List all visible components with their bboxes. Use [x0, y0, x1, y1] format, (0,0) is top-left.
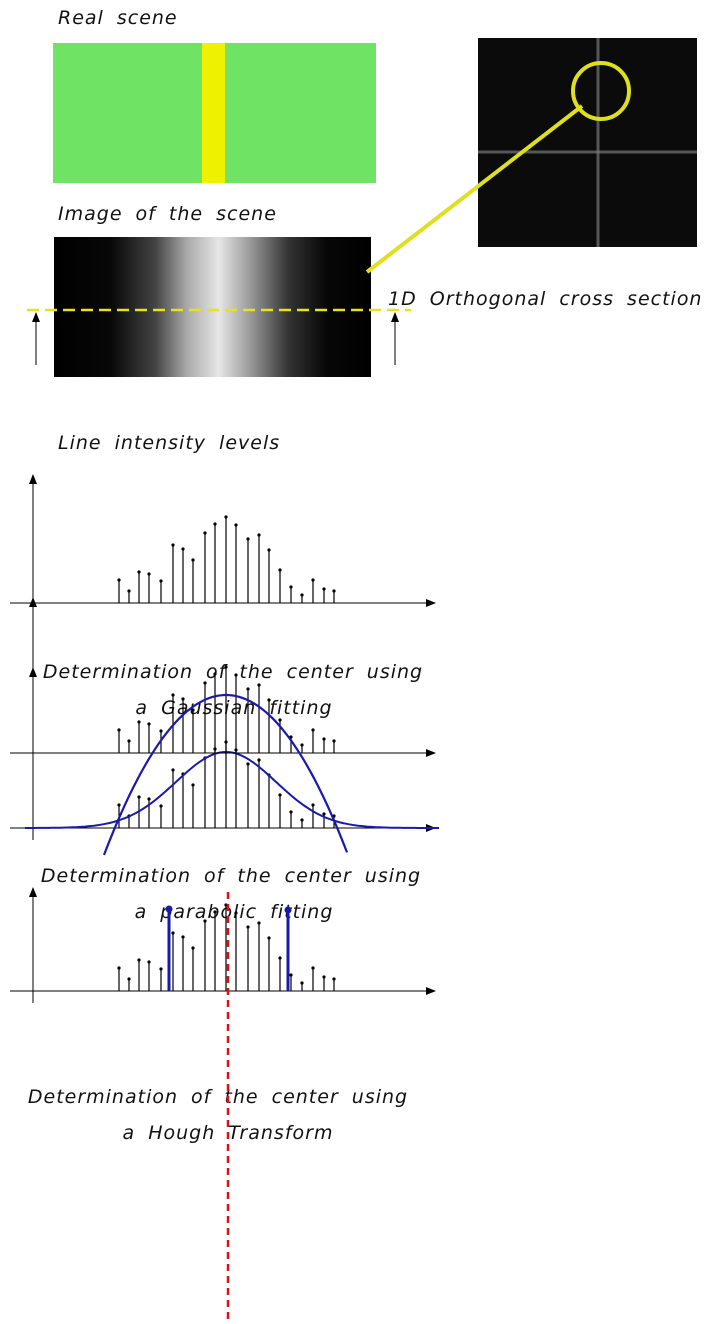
stem-dot [289, 810, 292, 813]
stem-dot [137, 958, 140, 961]
gaussian-fit [25, 752, 439, 828]
label: Determination of the center using [43, 661, 423, 683]
label: Line intensity levels [58, 432, 280, 454]
stem-dot [171, 768, 174, 771]
stem-dot [171, 931, 174, 934]
stem-dot [137, 720, 140, 723]
stem-dot [137, 795, 140, 798]
stem-dot [257, 533, 260, 536]
stem-dot [257, 683, 260, 686]
stem-dot [246, 687, 249, 690]
stem-dot [159, 804, 162, 807]
stem-dot [322, 812, 325, 815]
stem-dot [257, 921, 260, 924]
stem-dot [311, 803, 314, 806]
hough-dot [285, 907, 292, 914]
stem-dot [159, 729, 162, 732]
stem-dot [203, 681, 206, 684]
label: a parabolic fitting [135, 901, 334, 923]
stem-dot [147, 572, 150, 575]
stem-dot [234, 911, 237, 914]
stem-dot [311, 728, 314, 731]
stem-dot [127, 739, 130, 742]
diagram: Real scene Image of the scene 1D Orthogo… [0, 0, 710, 1324]
stem-dot [191, 558, 194, 561]
stem-dot [117, 578, 120, 581]
stem-dot [246, 537, 249, 540]
label: Determination of the center using [41, 865, 421, 887]
stem-dot [224, 665, 227, 668]
stem-dot [289, 973, 292, 976]
label: Determination of the center using [28, 1086, 408, 1108]
stem-dot [224, 515, 227, 518]
stem-dot [246, 925, 249, 928]
hough-dot [166, 906, 173, 913]
stem-dot [322, 975, 325, 978]
stem-dot [311, 578, 314, 581]
stem-dot [147, 722, 150, 725]
stem-dot [300, 818, 303, 821]
stem-dot [300, 593, 303, 596]
stem-dot [267, 936, 270, 939]
stem-dot [181, 935, 184, 938]
stem-dot [246, 762, 249, 765]
stem-dot [278, 793, 281, 796]
stem-dot [300, 743, 303, 746]
stem-dot [181, 697, 184, 700]
stem-dot [203, 919, 206, 922]
stem-dot [332, 589, 335, 592]
stem-dot [311, 966, 314, 969]
stem-dot [117, 728, 120, 731]
stem-dot [137, 570, 140, 573]
stem-dot [267, 548, 270, 551]
label: Image of the scene [58, 203, 277, 225]
label: a Gaussian fitting [135, 697, 332, 719]
stem-dot [278, 718, 281, 721]
stem-dot [159, 579, 162, 582]
stem-dot [181, 547, 184, 550]
stem-dot [191, 946, 194, 949]
stem-dot [117, 966, 120, 969]
stem-dot [147, 797, 150, 800]
stem-dot [332, 739, 335, 742]
stem-dot [159, 967, 162, 970]
stem-dot [278, 956, 281, 959]
stem-dot [289, 585, 292, 588]
stem-dot [267, 698, 270, 701]
stem-dot [213, 522, 216, 525]
stem-dot [300, 981, 303, 984]
scene-line [202, 43, 225, 183]
stem-dot [278, 568, 281, 571]
stem-dot [171, 543, 174, 546]
stem-dot [191, 783, 194, 786]
image [54, 237, 371, 377]
stem-dot [171, 693, 174, 696]
stem-dot [257, 758, 260, 761]
stem-dot [147, 960, 150, 963]
stem-dot [117, 803, 120, 806]
stem-dot [332, 977, 335, 980]
stem-dot [127, 977, 130, 980]
stem-dot [322, 587, 325, 590]
stem-dot [213, 910, 216, 913]
stem-dot [213, 672, 216, 675]
stem-dot [234, 673, 237, 676]
label: Real scene [58, 7, 178, 29]
label: 1D Orthogonal cross section [388, 288, 702, 310]
stem-dot [234, 523, 237, 526]
photo [478, 38, 697, 247]
stem-dot [322, 737, 325, 740]
stem-dot [127, 589, 130, 592]
stem-dot [203, 531, 206, 534]
